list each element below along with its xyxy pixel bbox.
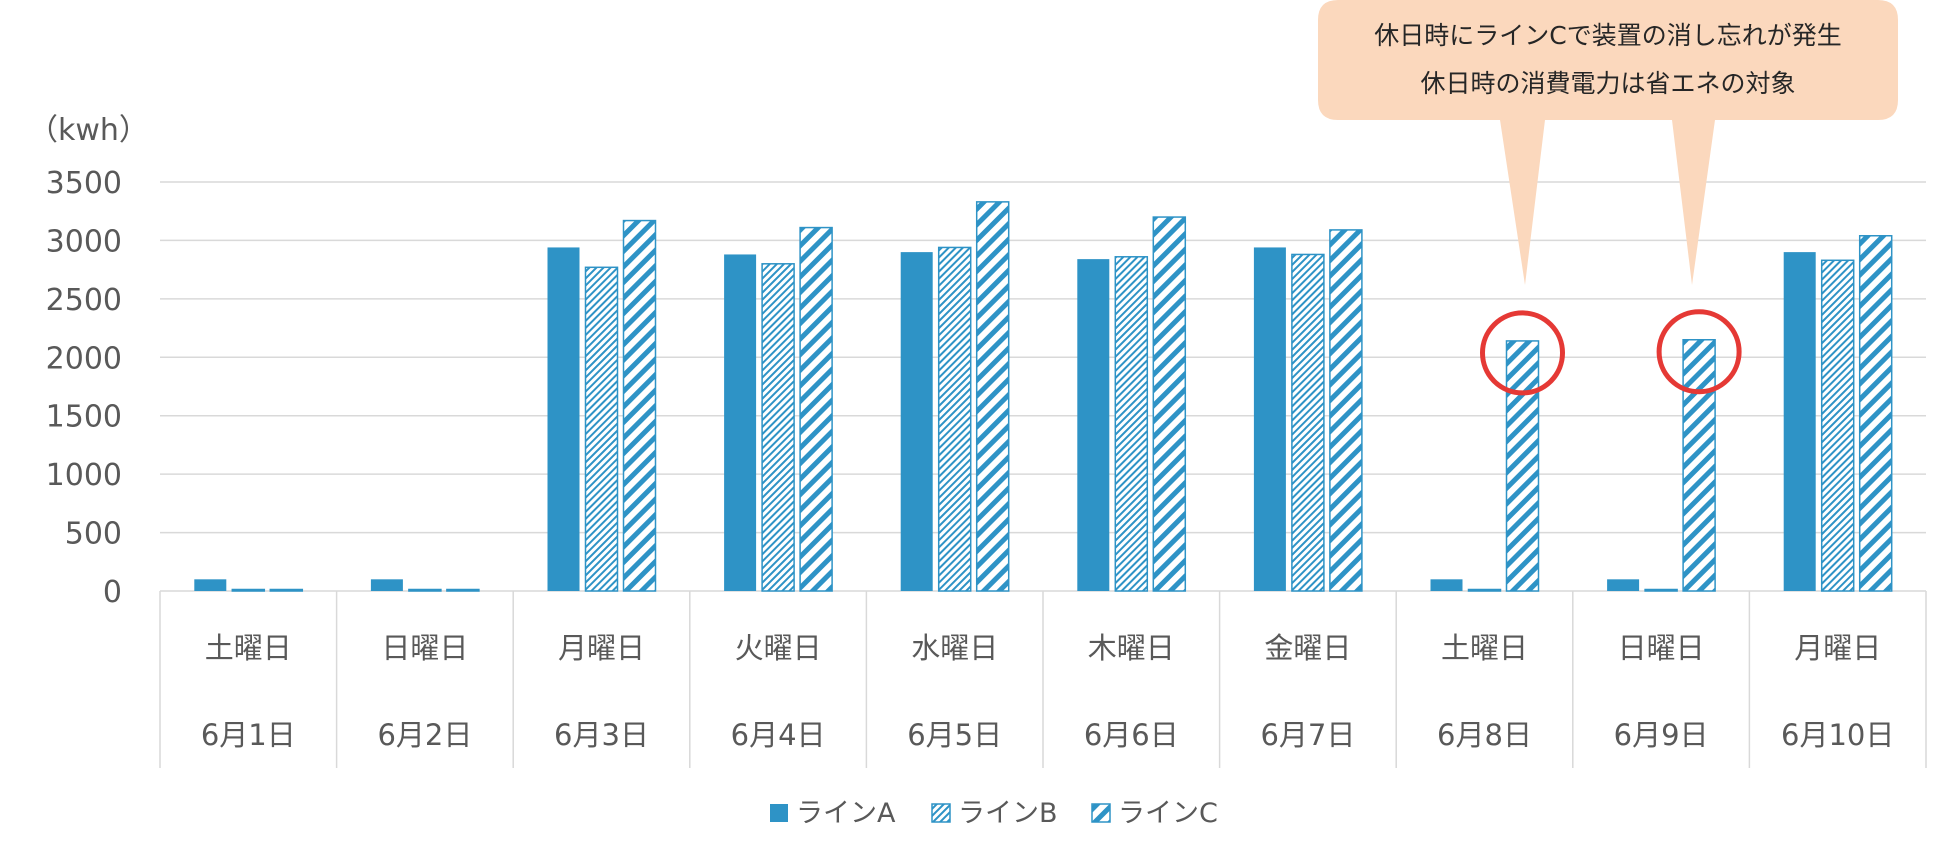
bar-ラインB-6 xyxy=(1291,253,1325,592)
gridlines xyxy=(160,181,1926,592)
bar-ラインA-5 xyxy=(1077,259,1110,591)
category-day-label: 月曜日 xyxy=(1794,631,1881,665)
bar-ラインB-5 xyxy=(1114,256,1149,592)
legend: ラインA ラインB ラインC xyxy=(770,798,1218,829)
y-axis-tick-labels: 0 500 1000 1500 2000 2500 3000 3500 xyxy=(46,166,122,610)
bar-ラインC-0 xyxy=(269,588,304,592)
bar-ラインB-8 xyxy=(1644,588,1678,592)
category-date-label: 6月10日 xyxy=(1781,718,1894,752)
callout-bubble xyxy=(1318,0,1898,285)
category-day-label: 土曜日 xyxy=(205,631,292,665)
y-tick-label-500: 500 xyxy=(65,517,122,552)
y-tick-label-3000: 3000 xyxy=(46,224,122,259)
bar-ラインB-2 xyxy=(584,266,619,592)
callout-line-1: 休日時にラインCで装置の消し忘れが発生 xyxy=(1374,21,1841,50)
highlight-circle-1 xyxy=(1480,310,1565,396)
category-date-label: 6月9日 xyxy=(1614,718,1709,752)
bar-ラインA-3 xyxy=(724,254,757,592)
y-tick-label-2500: 2500 xyxy=(46,283,122,318)
y-tick-label-1000: 1000 xyxy=(46,458,122,493)
bar-ラインC-1 xyxy=(446,588,480,592)
bar-ラインC-7 xyxy=(1505,340,1540,592)
category-date-label: 6月4日 xyxy=(731,718,826,752)
category-date-label: 6月7日 xyxy=(1260,718,1355,752)
category-day-label: 金曜日 xyxy=(1264,631,1351,665)
callout-line-2: 休日時の消費電力は省エネの対象 xyxy=(1420,69,1795,98)
bar-ラインC-9 xyxy=(1858,235,1893,592)
legend-swatch-line-c xyxy=(1091,803,1111,823)
bar-ラインB-7 xyxy=(1467,588,1502,592)
category-date-label: 6月8日 xyxy=(1437,718,1532,752)
bar-ラインA-8 xyxy=(1607,579,1640,591)
category-day-label: 火曜日 xyxy=(735,631,822,665)
y-tick-label-3500: 3500 xyxy=(46,166,122,201)
y-tick-label-0: 0 xyxy=(103,575,122,610)
bar-ラインC-5 xyxy=(1152,216,1187,592)
y-tick-label-2000: 2000 xyxy=(46,341,122,376)
bar-ラインC-8 xyxy=(1682,339,1716,592)
category-day-label: 水曜日 xyxy=(911,631,998,665)
legend-swatch-line-a xyxy=(770,804,788,822)
bar-series xyxy=(194,201,1893,592)
category-date-label: 6月6日 xyxy=(1084,718,1179,752)
highlight-circles xyxy=(1480,309,1742,396)
category-date-label: 6月1日 xyxy=(201,718,296,752)
bar-ラインA-4 xyxy=(900,252,933,591)
y-tick-label-1500: 1500 xyxy=(46,400,122,435)
bar-ラインC-6 xyxy=(1329,229,1363,592)
legend-label-line-a: ラインA xyxy=(796,798,896,829)
category-day-label: 土曜日 xyxy=(1441,631,1528,665)
bar-ラインC-4 xyxy=(975,201,1010,592)
category-day-label: 月曜日 xyxy=(558,631,645,665)
bar-ラインB-4 xyxy=(937,246,972,592)
bar-ラインC-2 xyxy=(622,219,657,592)
bar-ラインB-3 xyxy=(761,263,795,592)
category-date-label: 6月5日 xyxy=(907,718,1002,752)
legend-item-line-a: ラインA xyxy=(770,798,896,829)
highlight-circle-2 xyxy=(1656,309,1742,395)
y-axis-unit-label: （kwh） xyxy=(28,113,149,148)
category-day-label: 日曜日 xyxy=(1618,631,1705,665)
category-day-label: 日曜日 xyxy=(381,631,468,665)
legend-item-line-c: ラインC xyxy=(1091,798,1218,829)
category-axis-table: 土曜日 6月1日 日曜日 6月2日 月曜日 6月3日 火曜日 6月4日 水曜日 6月5日 木曜日 6月… xyxy=(159,591,1927,768)
category-date-label: 6月3日 xyxy=(554,718,649,752)
legend-label-line-c: ラインC xyxy=(1118,798,1218,829)
bar-ラインA-0 xyxy=(194,579,227,591)
bar-ラインC-3 xyxy=(799,226,833,592)
bar-ラインA-7 xyxy=(1430,579,1463,591)
category-date-label: 6月2日 xyxy=(377,718,472,752)
bar-ラインB-0 xyxy=(231,588,266,592)
callout-annotation: 休日時にラインCで装置の消し忘れが発生 休日時の消費電力は省エネの対象 xyxy=(1318,0,1898,285)
category-day-label: 木曜日 xyxy=(1088,631,1175,665)
legend-swatch-line-b xyxy=(931,803,951,823)
bar-ラインA-1 xyxy=(370,579,403,591)
bar-ラインA-6 xyxy=(1253,247,1286,591)
bar-ラインB-9 xyxy=(1820,259,1855,592)
legend-item-line-b: ラインB xyxy=(931,798,1058,829)
bar-ラインB-1 xyxy=(408,588,442,592)
legend-label-line-b: ラインB xyxy=(958,798,1058,829)
bar-ラインA-9 xyxy=(1783,252,1816,591)
bar-ラインA-2 xyxy=(547,247,580,591)
